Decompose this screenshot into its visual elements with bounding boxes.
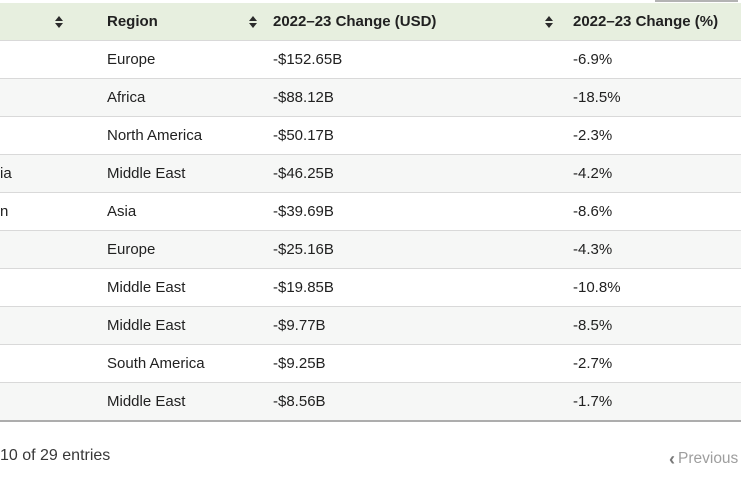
cell-usd-change: -$88.12B	[263, 78, 563, 117]
column-header-usd-change[interactable]: 2022–23 Change (USD)	[263, 3, 563, 41]
previous-button[interactable]: ‹ Previous	[669, 450, 741, 468]
table-row: Europe -$152.65B -6.9%	[0, 40, 741, 79]
cell-country: ia	[0, 154, 73, 193]
cell-region: South America	[73, 344, 263, 383]
table-header-row: Region 2022–23 Change (USD) 2022–23 Chan…	[0, 3, 741, 41]
table-row: North America -$50.17B -2.3%	[0, 116, 741, 155]
sort-icon	[545, 15, 553, 28]
cell-usd-change: -$152.65B	[263, 40, 563, 79]
chevron-left-icon: ‹	[669, 450, 675, 468]
table-row: South America -$9.25B -2.7%	[0, 344, 741, 383]
cell-region: Europe	[73, 40, 263, 79]
cell-country	[0, 344, 73, 383]
column-header-label: Region	[107, 13, 158, 30]
cell-region: Middle East	[73, 268, 263, 307]
cell-usd-change: -$50.17B	[263, 116, 563, 155]
data-table: Region 2022–23 Change (USD) 2022–23 Chan…	[0, 3, 741, 422]
cell-region: Europe	[73, 230, 263, 269]
sort-icon	[55, 15, 63, 28]
column-header-label: 2022–23 Change (%)	[573, 13, 719, 30]
column-header-country[interactable]	[0, 3, 73, 41]
search-input[interactable]	[655, 0, 738, 2]
table-row: Middle East -$19.85B -10.8%	[0, 268, 741, 307]
table-row: n Asia -$39.69B -8.6%	[0, 192, 741, 231]
cell-country	[0, 40, 73, 79]
cell-pct-change: -8.5%	[563, 306, 741, 345]
cell-country	[0, 306, 73, 345]
cell-country	[0, 268, 73, 307]
cell-usd-change: -$39.69B	[263, 192, 563, 231]
cell-pct-change: -4.3%	[563, 230, 741, 269]
cell-usd-change: -$46.25B	[263, 154, 563, 193]
table-row: ia Middle East -$46.25B -4.2%	[0, 154, 741, 193]
cell-country	[0, 230, 73, 269]
cell-country	[0, 382, 73, 421]
entries-info: 10 of 29 entries	[0, 447, 111, 464]
cell-pct-change: -1.7%	[563, 382, 741, 421]
cell-region: Middle East	[73, 306, 263, 345]
cell-pct-change: -4.2%	[563, 154, 741, 193]
cell-usd-change: -$9.25B	[263, 344, 563, 383]
cell-pct-change: -8.6%	[563, 192, 741, 231]
cell-country: n	[0, 192, 73, 231]
cell-region: Middle East	[73, 382, 263, 421]
cell-country	[0, 116, 73, 155]
table-row: Middle East -$9.77B -8.5%	[0, 306, 741, 345]
cell-pct-change: -2.7%	[563, 344, 741, 383]
previous-button-label: Previous	[678, 450, 739, 467]
cell-usd-change: -$19.85B	[263, 268, 563, 307]
cell-country	[0, 78, 73, 117]
table-row: Middle East -$8.56B -1.7%	[0, 382, 741, 421]
table-row: Europe -$25.16B -4.3%	[0, 230, 741, 269]
cell-pct-change: -18.5%	[563, 78, 741, 117]
table-row: Africa -$88.12B -18.5%	[0, 78, 741, 117]
sort-icon	[249, 15, 257, 28]
cell-region: North America	[73, 116, 263, 155]
cell-usd-change: -$8.56B	[263, 382, 563, 421]
cell-region: Middle East	[73, 154, 263, 193]
cell-usd-change: -$9.77B	[263, 306, 563, 345]
column-header-label: 2022–23 Change (USD)	[273, 13, 437, 30]
cell-usd-change: -$25.16B	[263, 230, 563, 269]
cell-region: Asia	[73, 192, 263, 231]
cell-pct-change: -10.8%	[563, 268, 741, 307]
column-header-region[interactable]: Region	[73, 3, 263, 41]
column-header-pct-change[interactable]: 2022–23 Change (%)	[563, 3, 741, 41]
cell-region: Africa	[73, 78, 263, 117]
cell-pct-change: -6.9%	[563, 40, 741, 79]
cell-pct-change: -2.3%	[563, 116, 741, 155]
